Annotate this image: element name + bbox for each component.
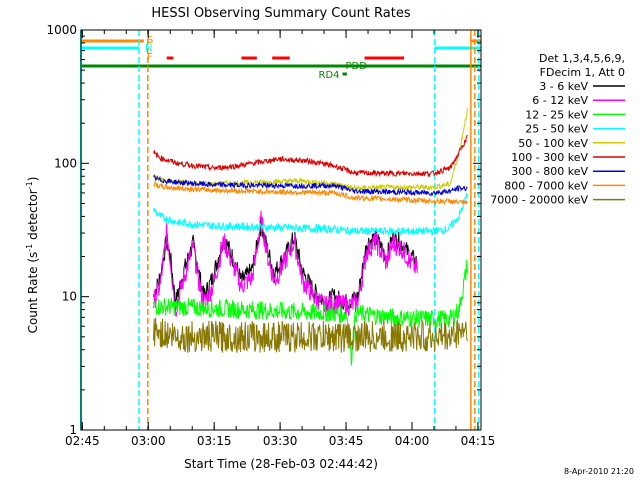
series-line	[153, 210, 418, 318]
x-axis-label: Start Time (28-Feb-03 02:44:42)	[184, 457, 378, 471]
plot-frame	[80, 29, 482, 431]
legend-entry-label: 12 - 25 keV	[525, 108, 588, 121]
flag-label-pdd: PDD	[346, 61, 368, 72]
legend-header-2: FDecim 1, Att 0	[540, 66, 625, 79]
flag-label-f: F	[147, 52, 153, 63]
x-tick-label: 03:45	[329, 434, 364, 448]
y-axis-label-main: Count Rate (s	[26, 252, 40, 334]
y-axis-label: Count Rate (s-1 detector-1)	[25, 177, 40, 334]
legend-entry-label: 800 - 7000 keV	[504, 179, 588, 192]
legend-entry-label: 300 - 800 keV	[511, 165, 588, 178]
plot-date: 8-Apr-2010 21:20	[564, 467, 634, 476]
series-line	[153, 108, 468, 192]
y-tick-label: 10	[62, 290, 77, 304]
series-line	[153, 180, 468, 206]
legend-entry-label: 100 - 300 keV	[511, 151, 588, 164]
y-tick-label: 100	[54, 156, 77, 170]
x-tick-label: 03:00	[131, 434, 166, 448]
x-tick-label: 03:15	[197, 434, 232, 448]
x-tick-label: 03:30	[263, 434, 298, 448]
x-tick-label: 04:00	[395, 434, 430, 448]
series-lines	[153, 108, 468, 366]
y-axis-label-sup2: -1	[25, 181, 34, 189]
axis-ticks: 02:45 03:00 03:15 03:30 03:45 04:00 04:15 1 10 10…	[46, 23, 495, 448]
flag-label-s: S	[147, 35, 153, 46]
legend-entry-label: 7000 - 20000 keV	[490, 194, 588, 207]
y-axis-label-mid: detector	[26, 189, 40, 244]
series-line	[153, 317, 468, 353]
legend-header-1: Det 1,3,4,5,6,9,	[539, 52, 625, 65]
legend-entry-label: 50 - 100 keV	[518, 137, 588, 150]
flag-label-n: N	[145, 43, 152, 54]
legend: Det 1,3,4,5,6,9, FDecim 1, Att 0 3 - 6 k…	[490, 52, 625, 207]
flag-label-rd4: RD4	[319, 70, 340, 81]
series-line	[153, 134, 468, 178]
chart-title: HESSI Observing Summary Count Rates	[151, 6, 410, 21]
series-line	[153, 259, 468, 366]
legend-entry-label: 3 - 6 keV	[539, 80, 588, 93]
x-tick-label: 04:15	[461, 434, 496, 448]
x-tick-label: 02:45	[65, 434, 100, 448]
flag-bars: SNF PDD RD4	[81, 35, 481, 81]
series-line	[153, 174, 468, 197]
y-axis-label-end: )	[26, 177, 40, 182]
y-tick-label: 1000	[46, 23, 77, 37]
legend-entry-label: 25 - 50 keV	[525, 123, 588, 136]
y-tick-label: 1	[69, 423, 77, 437]
series-line	[153, 193, 468, 237]
legend-entry-label: 6 - 12 keV	[532, 94, 588, 107]
y-axis-label-sup1: -1	[25, 244, 34, 252]
